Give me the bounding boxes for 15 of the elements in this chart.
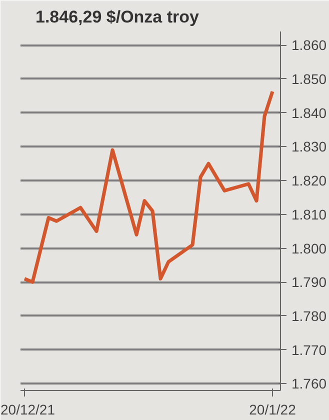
x-tick-label: 20/1/22 [249,402,296,418]
y-tick-label: 1.810 [292,206,327,222]
y-tick-label: 1.840 [292,104,327,121]
y-tick-label: 1.820 [292,172,327,189]
y-tick-label: 1.850 [292,70,327,87]
line-series [22,90,274,284]
chart-title: 1.846,29 $/Onza troy [36,8,200,26]
y-tick-label: 1.760 [292,376,327,392]
y-tick-label: 1.790 [292,274,327,290]
y-tick-label: 1.800 [292,240,327,256]
y-tick-label: 1.860 [292,37,327,54]
x-tick-label: 20/12/21 [0,402,56,418]
y-tick-label: 1.830 [292,138,327,155]
y-tick-label: 1.770 [292,342,327,358]
y-tick-label: 1.780 [292,308,327,324]
